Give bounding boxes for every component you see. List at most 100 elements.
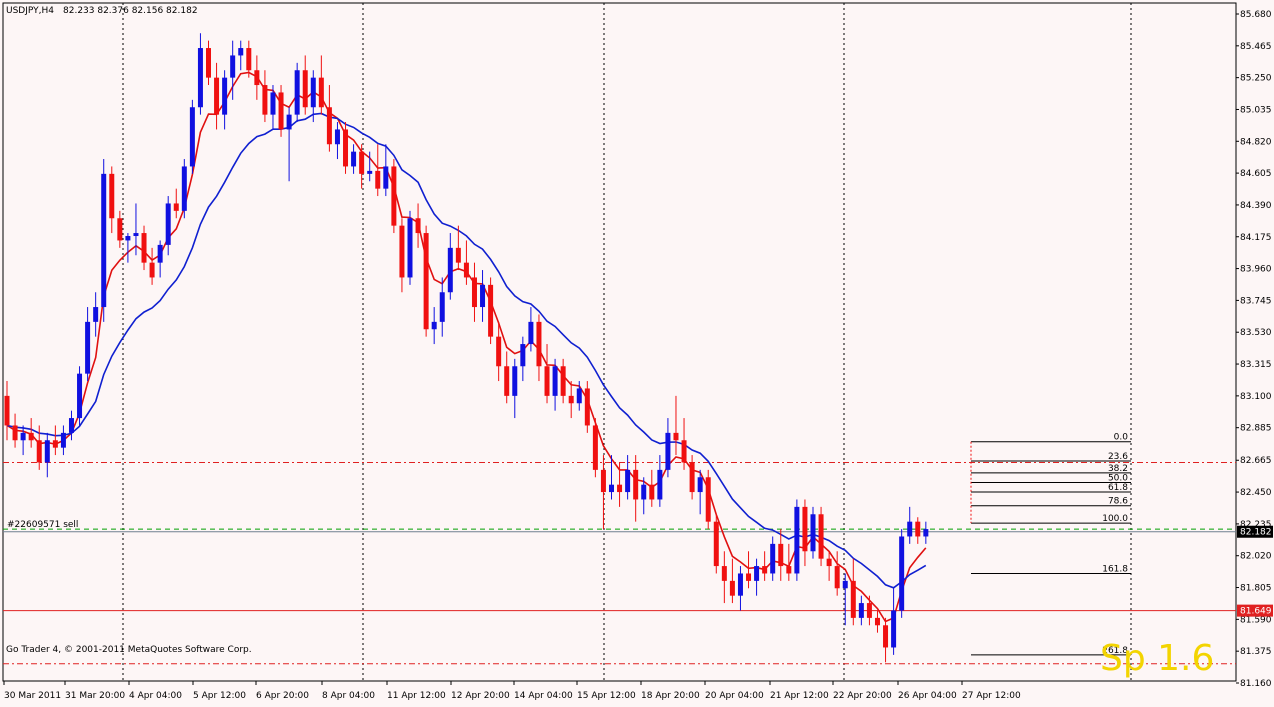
- candle-body: [334, 129, 340, 145]
- candle-body: [778, 543, 784, 567]
- candle-body: [584, 388, 590, 426]
- x-tick-label: 22 Apr 20:00: [833, 691, 892, 701]
- candle: [665, 418, 671, 478]
- y-tick-label: 83.530: [1240, 328, 1272, 338]
- candle-body: [826, 558, 832, 567]
- candle-body: [874, 617, 880, 626]
- candle-body: [592, 425, 598, 470]
- candle: [85, 307, 91, 382]
- candle: [165, 196, 171, 256]
- candle-body: [915, 521, 921, 537]
- candle: [423, 225, 429, 337]
- candle: [197, 33, 203, 115]
- y-tick-label: 83.960: [1240, 265, 1272, 275]
- candle-body: [326, 107, 332, 145]
- candle: [794, 499, 800, 581]
- candle: [891, 588, 897, 655]
- candle-body: [375, 170, 381, 189]
- price-tag-label: 81.649: [1240, 607, 1272, 617]
- candle-body: [568, 395, 574, 404]
- candle: [367, 151, 373, 182]
- candle: [520, 336, 526, 382]
- candle: [60, 425, 66, 456]
- candle: [20, 425, 26, 456]
- candle: [77, 366, 83, 426]
- candle: [633, 455, 639, 522]
- candle: [439, 277, 445, 337]
- candle-body: [318, 77, 324, 108]
- candle-body: [367, 170, 373, 174]
- copyright-text: Go Trader 4, © 2001-2011 MetaQuotes Soft…: [6, 645, 252, 655]
- candle: [778, 529, 784, 581]
- candle: [12, 413, 18, 448]
- candle: [101, 159, 107, 322]
- candle: [222, 70, 228, 130]
- candle: [286, 107, 292, 182]
- y-tick-label: 81.590: [1240, 615, 1272, 625]
- candle: [681, 418, 687, 470]
- candle: [504, 351, 510, 404]
- candle: [625, 455, 631, 500]
- candle: [649, 469, 655, 507]
- fib-level-label: 61.8: [1108, 483, 1128, 493]
- candle-body: [407, 218, 413, 278]
- candle-body: [109, 173, 115, 219]
- candle-body: [496, 336, 502, 367]
- x-tick-label: 15 Apr 12:00: [577, 691, 636, 701]
- candle-body: [746, 573, 752, 581]
- candle: [302, 55, 308, 115]
- candle: [617, 462, 623, 507]
- candle-body: [689, 462, 695, 493]
- candle: [713, 514, 719, 574]
- candle: [36, 425, 42, 470]
- candle: [318, 55, 324, 115]
- candle: [754, 558, 760, 596]
- candle-body: [310, 77, 316, 108]
- candle: [568, 381, 574, 419]
- candle: [28, 418, 34, 448]
- x-tick-label: 20 Apr 04:00: [705, 691, 764, 701]
- y-tick-label: 84.605: [1240, 169, 1272, 179]
- candle-body: [802, 506, 808, 552]
- candle-body: [44, 440, 50, 463]
- candle: [117, 210, 123, 248]
- candle: [721, 551, 727, 604]
- candle: [705, 469, 711, 530]
- candle-body: [173, 203, 179, 211]
- candle: [480, 270, 486, 322]
- candle-body: [52, 440, 58, 448]
- fib-level-label: 50.0: [1108, 473, 1128, 483]
- candle-body: [576, 388, 582, 404]
- candle-body: [302, 70, 308, 108]
- candle-body: [536, 321, 542, 367]
- candle-body: [141, 233, 147, 263]
- candle-body: [431, 321, 437, 330]
- x-tick-label: 26 Apr 04:00: [898, 691, 957, 701]
- x-tick-label: 12 Apr 20:00: [451, 691, 510, 701]
- candle-body: [20, 432, 26, 441]
- candle-body: [12, 425, 18, 441]
- candle: [584, 381, 590, 433]
- x-tick-label: 27 Apr 12:00: [962, 691, 1021, 701]
- candle-body: [673, 432, 679, 441]
- candle-body: [351, 151, 357, 167]
- ohlc-readout: 82.233 82.376 82.156 82.182: [63, 6, 198, 16]
- candle: [214, 62, 220, 130]
- candle-body: [133, 233, 139, 237]
- candle-body: [641, 484, 647, 500]
- x-tick-label: 8 Apr 04:00: [322, 691, 375, 701]
- candle-body: [93, 307, 99, 322]
- price-tag: [1237, 525, 1273, 538]
- x-tick-label: 18 Apr 20:00: [641, 691, 700, 701]
- candle-body: [512, 366, 518, 396]
- candle: [544, 344, 550, 404]
- candle: [746, 551, 752, 589]
- candle-body: [657, 469, 663, 500]
- y-tick-label: 81.375: [1240, 647, 1272, 657]
- candle-body: [883, 625, 889, 648]
- candle: [770, 536, 776, 581]
- candle: [592, 418, 598, 478]
- y-tick-label: 83.100: [1240, 392, 1272, 402]
